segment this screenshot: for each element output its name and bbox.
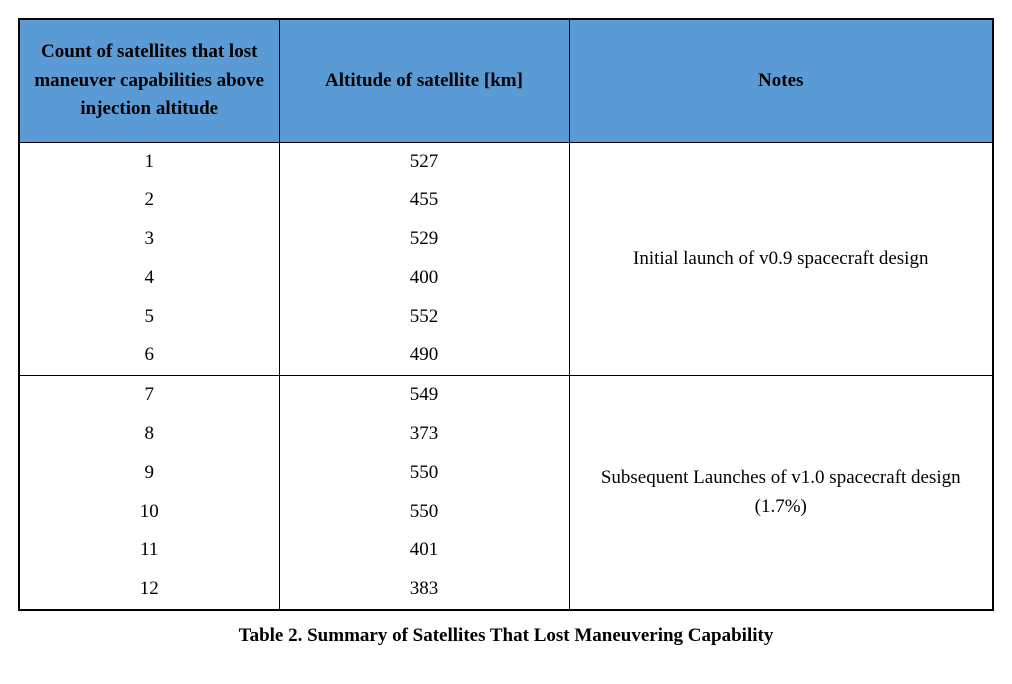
cell-altitude: 552 [279,298,569,337]
table-row: 7549Subsequent Launches of v1.0 spacecra… [19,376,993,415]
cell-notes: Initial launch of v0.9 spacecraft design [569,142,993,376]
satellite-table: Count of satellites that lost maneuver c… [18,18,994,611]
satellite-table-container: Count of satellites that lost maneuver c… [18,18,994,647]
cell-notes: Subsequent Launches of v1.0 spacecraft d… [569,376,993,610]
cell-altitude: 400 [279,259,569,298]
cell-count: 12 [19,570,279,610]
table-row: 1527Initial launch of v0.9 spacecraft de… [19,142,993,181]
header-altitude: Altitude of satellite [km] [279,19,569,142]
cell-count: 6 [19,336,279,375]
cell-count: 1 [19,142,279,181]
cell-altitude: 549 [279,376,569,415]
cell-altitude: 401 [279,531,569,570]
cell-altitude: 527 [279,142,569,181]
cell-altitude: 455 [279,181,569,220]
cell-count: 3 [19,220,279,259]
cell-altitude: 383 [279,570,569,610]
cell-altitude: 529 [279,220,569,259]
cell-count: 10 [19,493,279,532]
cell-altitude: 373 [279,415,569,454]
cell-altitude: 550 [279,493,569,532]
cell-count: 7 [19,376,279,415]
header-row: Count of satellites that lost maneuver c… [19,19,993,142]
header-count: Count of satellites that lost maneuver c… [19,19,279,142]
cell-altitude: 490 [279,336,569,375]
cell-count: 11 [19,531,279,570]
table-caption: Table 2. Summary of Satellites That Lost… [18,625,994,647]
cell-count: 2 [19,181,279,220]
cell-count: 9 [19,454,279,493]
cell-count: 8 [19,415,279,454]
cell-count: 4 [19,259,279,298]
cell-altitude: 550 [279,454,569,493]
table-body: 1527Initial launch of v0.9 spacecraft de… [19,142,993,610]
cell-count: 5 [19,298,279,337]
table-header: Count of satellites that lost maneuver c… [19,19,993,142]
header-notes: Notes [569,19,993,142]
